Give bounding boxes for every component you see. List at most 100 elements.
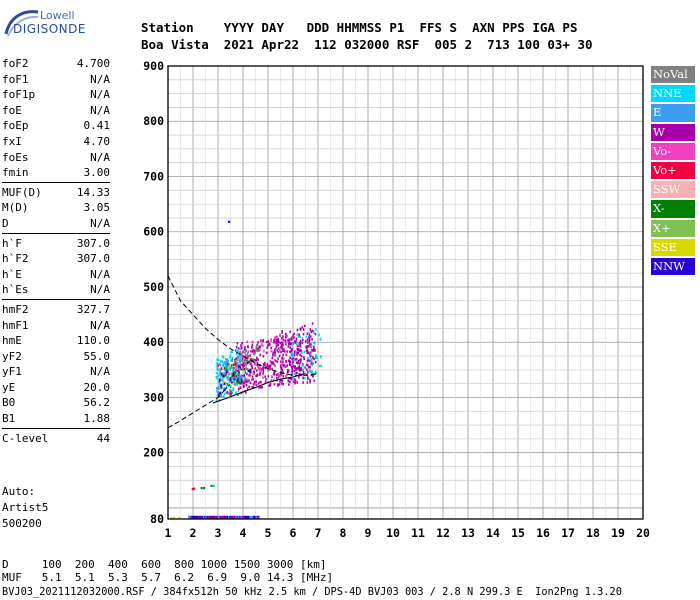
- echo-point: [227, 376, 230, 379]
- echo-point: [300, 354, 303, 358]
- echo-point: [308, 337, 311, 340]
- x-tick-label: 7: [315, 526, 322, 540]
- x-tick-label: 11: [411, 526, 425, 540]
- echo-point: [216, 515, 219, 519]
- echo-point: [236, 363, 239, 367]
- echo-point: [292, 365, 295, 368]
- echo-point: [271, 376, 273, 379]
- echo-point: [203, 486, 206, 490]
- echo-point: [289, 330, 291, 333]
- echo-point: [283, 350, 286, 353]
- echo-point: [257, 341, 259, 344]
- echo-point: [272, 378, 275, 382]
- echo-point: [255, 383, 258, 387]
- echo-point: [286, 364, 289, 367]
- echo-point: [219, 371, 222, 374]
- echo-point: [303, 324, 306, 328]
- echo-point: [259, 348, 261, 351]
- echo-point: [217, 374, 220, 378]
- echo-point: [252, 348, 254, 352]
- echo-point: [296, 353, 298, 356]
- echo-point: [252, 350, 254, 353]
- echo-point: [222, 374, 224, 377]
- echo-point: [216, 375, 218, 378]
- y-tick-labels: 80 200 300 400 500 600 700 800 900: [143, 59, 164, 526]
- echo-point: [293, 357, 295, 360]
- param-value: 307.0: [76, 236, 110, 250]
- echo-point: [281, 347, 283, 350]
- echo-point: [220, 386, 222, 389]
- echo-point: [296, 361, 299, 365]
- echo-point: [269, 359, 272, 363]
- echo-point: [203, 515, 205, 519]
- echo-point: [298, 376, 300, 379]
- echo-point: [275, 336, 277, 339]
- echo-point: [294, 378, 296, 381]
- echo-point: [274, 354, 277, 358]
- param-label: M(D): [2, 201, 29, 215]
- echo-point: [281, 357, 283, 360]
- trace-curve: [212, 373, 306, 404]
- echo-point: [298, 333, 301, 336]
- echo-point: [219, 382, 221, 386]
- echo-point: [247, 351, 249, 355]
- echo-point: [309, 380, 311, 384]
- echo-point: [278, 383, 281, 386]
- param-label: yE: [2, 380, 16, 394]
- echo-point: [282, 382, 284, 386]
- echo-point: [272, 352, 274, 355]
- x-tick-label: 2: [190, 526, 197, 540]
- echo-point: [301, 337, 304, 340]
- echo-point: [299, 353, 301, 357]
- trace-curves: [167, 275, 319, 429]
- echo-point: [229, 377, 232, 380]
- echo-point: [294, 382, 296, 385]
- echo-point: [225, 373, 227, 377]
- param-separator: [2, 232, 110, 234]
- param-separator: [2, 181, 110, 183]
- echo-point: [262, 369, 265, 373]
- echo-point: [223, 382, 226, 386]
- echo-point: [288, 359, 290, 362]
- x-tick-label: 8: [340, 526, 347, 540]
- echo-point: [270, 340, 272, 343]
- echo-point: [262, 340, 264, 343]
- echo-point: [220, 367, 223, 370]
- echo-point: [235, 362, 237, 366]
- echo-point: [296, 348, 299, 351]
- echo-point: [205, 515, 208, 519]
- echo-point: [211, 515, 214, 519]
- param-row: hmF1 N/A: [2, 318, 110, 334]
- echo-point: [189, 515, 191, 519]
- echo-point: [200, 486, 203, 490]
- echo-point: [221, 383, 224, 386]
- echo-point: [196, 515, 199, 519]
- echo-point: [305, 349, 308, 352]
- echo-point: [239, 379, 242, 382]
- echo-point: [240, 353, 242, 357]
- echo-point: [228, 362, 230, 366]
- echo-point: [288, 343, 291, 346]
- echo-point: [288, 361, 291, 365]
- echo-point: [313, 347, 315, 351]
- echo-point: [310, 330, 313, 334]
- echo-point: [218, 515, 220, 519]
- param-label: foF2: [2, 57, 29, 70]
- y-tick-label: 800: [143, 114, 164, 128]
- echo-point: [216, 387, 218, 390]
- echo-point: [256, 369, 258, 372]
- param-row: M(D) 3.05: [2, 200, 110, 216]
- echo-point: [299, 327, 302, 330]
- echo-point: [291, 357, 293, 361]
- echo-point: [294, 350, 296, 353]
- polarization-legend: NoVal NNE E W Vo- Vo+ SSW X- X+ SSE NNW: [651, 66, 695, 277]
- echo-point: [287, 379, 290, 383]
- param-label: yF1: [2, 365, 22, 379]
- echo-point: [255, 347, 258, 350]
- echo-point: [231, 364, 233, 367]
- echo-point: [313, 379, 316, 382]
- echo-point: [295, 361, 298, 364]
- echo-point: [262, 368, 264, 371]
- echo-point: [309, 365, 311, 369]
